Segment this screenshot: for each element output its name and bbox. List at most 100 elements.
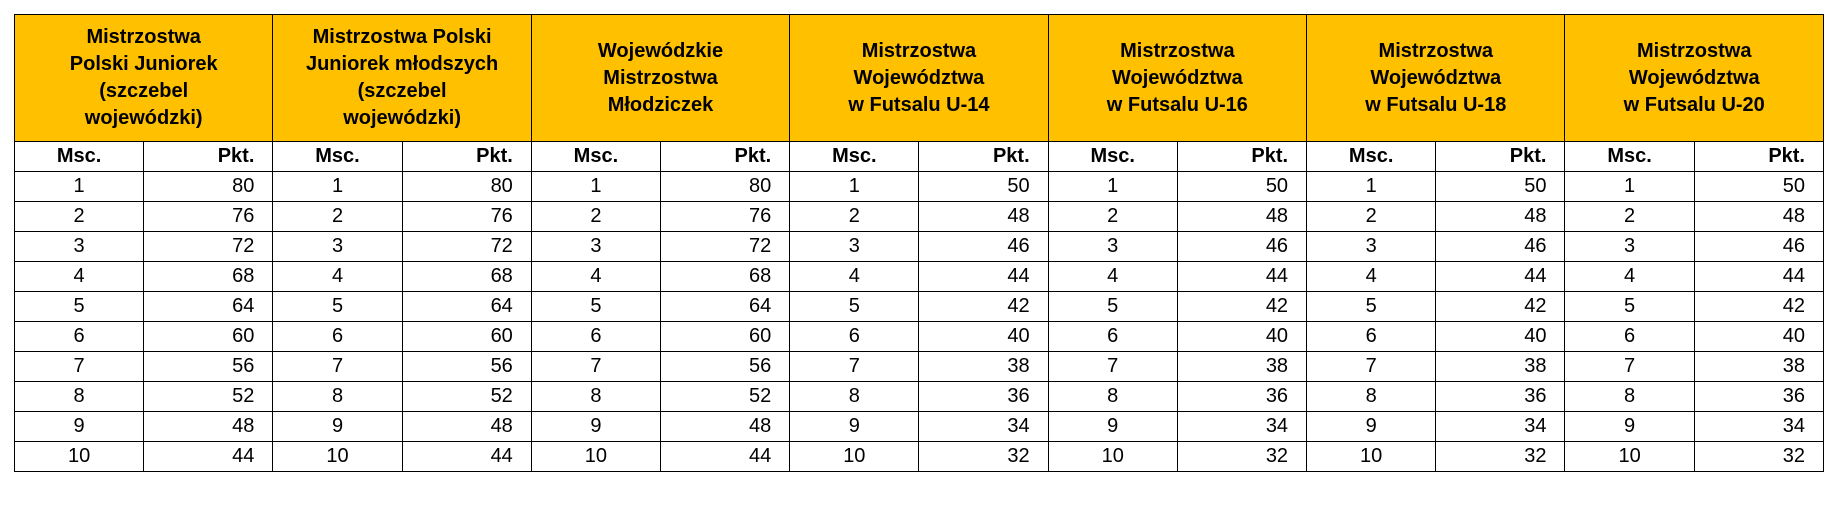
competition-header: Mistrzostwa Województwa w Futsalu U-14 (789, 14, 1049, 142)
points-cell: 44 (1693, 261, 1825, 292)
place-cell: 7 (272, 351, 403, 382)
place-cell: 2 (272, 201, 403, 232)
competition-title-line: (szczebel (357, 80, 447, 102)
place-cell: 10 (530, 441, 662, 472)
place-column-header: Msc. (1047, 141, 1178, 172)
place-cell: 8 (272, 381, 403, 412)
points-cell: 56 (401, 351, 532, 382)
place-cell: 6 (272, 321, 403, 352)
points-cell: 38 (1693, 351, 1825, 382)
place-column-header: Msc. (789, 141, 920, 172)
points-cell: 44 (1176, 261, 1308, 292)
competition-title-line: Województwa (1370, 66, 1502, 89)
place-cell: 8 (789, 381, 920, 412)
points-cell: 50 (1693, 171, 1825, 202)
points-cell: 64 (660, 291, 791, 322)
points-cell: 44 (660, 441, 791, 472)
points-cell: 42 (918, 291, 1049, 322)
place-cell: 7 (789, 351, 920, 382)
competition-title-line: Mistrzostwa (1637, 39, 1752, 62)
competition-title-line: w Futsalu U-14 (848, 93, 990, 116)
place-cell: 2 (789, 201, 920, 232)
points-cell: 80 (401, 171, 532, 202)
points-cell: 52 (660, 381, 791, 412)
place-cell: 3 (1047, 231, 1178, 262)
points-cell: 40 (918, 321, 1049, 352)
points-cell: 34 (1693, 411, 1825, 442)
points-cell: 40 (1176, 321, 1308, 352)
points-cell: 60 (401, 321, 532, 352)
points-column-header: Pkt. (1176, 141, 1308, 172)
points-column-header: Pkt. (1693, 141, 1825, 172)
table-row: 7 56 7 56 7 56 7 38 7 38 7 38 7 38 (13, 351, 1825, 382)
place-cell: 4 (1047, 261, 1178, 292)
points-cell: 48 (660, 411, 791, 442)
column-subheader-row: Msc. Pkt. Msc. Pkt. Msc. Pkt. Msc. Pkt. Msc. Pkt.… (13, 141, 1825, 172)
points-cell: 60 (143, 321, 274, 352)
place-cell: 1 (789, 171, 920, 202)
place-cell: 5 (1564, 291, 1695, 322)
competition-title-line: Juniorek młodszych (305, 53, 499, 75)
place-cell: 1 (1306, 171, 1437, 202)
points-cell: 42 (1176, 291, 1308, 322)
points-cell: 32 (1176, 441, 1308, 472)
place-cell: 10 (1306, 441, 1437, 472)
table-row: 10 44 10 44 10 44 10 32 10 32 10 32 10 32 (13, 441, 1825, 472)
place-cell: 6 (13, 321, 145, 352)
place-cell: 6 (789, 321, 920, 352)
points-cell: 42 (1693, 291, 1825, 322)
points-cell: 60 (660, 321, 791, 352)
place-cell: 10 (789, 441, 920, 472)
table-row: 1 80 1 80 1 80 1 50 1 50 1 50 1 50 (13, 171, 1825, 202)
competition-title-line: Wojewódzkie (597, 39, 724, 62)
place-cell: 9 (1047, 411, 1178, 442)
table-row: 6 60 6 60 6 60 6 40 6 40 6 40 6 40 (13, 321, 1825, 352)
points-cell: 76 (660, 201, 791, 232)
points-cell: 40 (1693, 321, 1825, 352)
place-cell: 2 (1306, 201, 1437, 232)
place-cell: 9 (530, 411, 662, 442)
place-cell: 5 (789, 291, 920, 322)
points-cell: 36 (1435, 381, 1566, 412)
place-cell: 10 (1047, 441, 1178, 472)
points-cell: 48 (1693, 201, 1825, 232)
points-cell: 40 (1435, 321, 1566, 352)
place-cell: 9 (1306, 411, 1437, 442)
place-cell: 5 (13, 291, 145, 322)
points-column-header: Pkt. (1435, 141, 1566, 172)
competition-title-line: wojewódzki) (343, 107, 461, 129)
place-cell: 7 (1306, 351, 1437, 382)
points-cell: 48 (401, 411, 532, 442)
place-cell: 5 (530, 291, 662, 322)
place-cell: 1 (1564, 171, 1695, 202)
points-cell: 72 (143, 231, 274, 262)
points-cell: 36 (1176, 381, 1308, 412)
place-column-header: Msc. (530, 141, 662, 172)
competition-title-line: w Futsalu U-20 (1623, 93, 1765, 116)
points-cell: 44 (401, 441, 532, 472)
points-cell: 38 (918, 351, 1049, 382)
place-column-header: Msc. (1564, 141, 1695, 172)
place-cell: 9 (13, 411, 145, 442)
points-cell: 72 (660, 231, 791, 262)
points-cell: 68 (660, 261, 791, 292)
points-cell: 44 (1435, 261, 1566, 292)
points-cell: 32 (918, 441, 1049, 472)
points-cell: 42 (1435, 291, 1566, 322)
place-cell: 9 (789, 411, 920, 442)
place-cell: 8 (1306, 381, 1437, 412)
points-table-body: 1 80 1 80 1 80 1 50 1 50 1 50 1 50 2 76 2 76 2 76 2 48 2 48 2 48 2… (13, 171, 1825, 472)
place-cell: 3 (1306, 231, 1437, 262)
place-cell: 3 (13, 231, 145, 262)
place-cell: 2 (1564, 201, 1695, 232)
points-column-header: Pkt. (143, 141, 274, 172)
points-cell: 64 (143, 291, 274, 322)
points-column-header: Pkt. (401, 141, 532, 172)
place-column-header: Msc. (272, 141, 403, 172)
competition-title-line: (szczebel (99, 80, 189, 102)
place-cell: 7 (530, 351, 662, 382)
place-cell: 4 (272, 261, 403, 292)
competition-header-row: Mistrzostwa Polski Juniorek (szczebel wojew… (13, 14, 1824, 142)
place-cell: 2 (1047, 201, 1178, 232)
points-cell: 46 (918, 231, 1049, 262)
